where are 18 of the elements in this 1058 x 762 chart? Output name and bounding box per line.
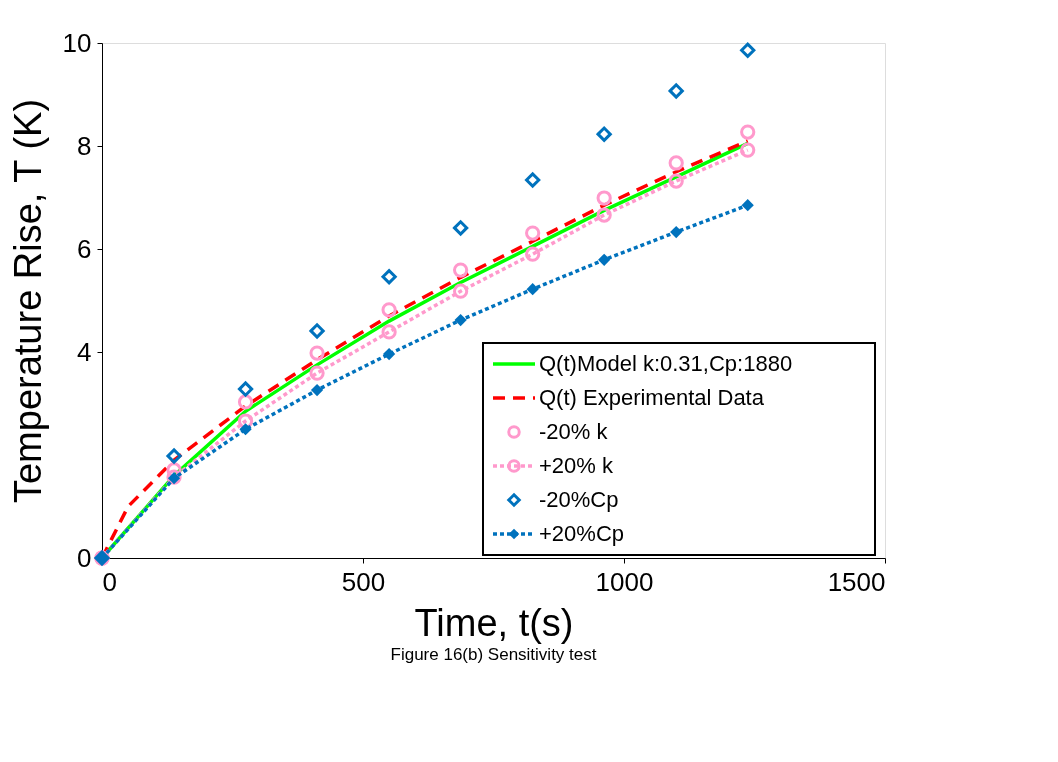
x-tick-label: 500: [341, 566, 386, 597]
y-axis-title: Temperature Rise, T (K): [6, 98, 49, 504]
caption: Figure 16(b) Sensitivity test: [390, 645, 597, 664]
legend-label: -20%Cp: [539, 487, 619, 512]
y-tick-label: 8: [77, 130, 92, 161]
y-tick-label: 0: [77, 542, 92, 573]
y-tick-label: 6: [77, 233, 92, 264]
y-tick-label: 10: [62, 27, 92, 58]
x-axis-title: Time, t(s): [414, 601, 574, 644]
legend-label: -20% k: [539, 419, 609, 444]
x-tick-label: 1500: [827, 566, 886, 597]
legend-label: +20%Cp: [539, 521, 625, 546]
x-tick-label: 1000: [595, 566, 654, 597]
y-tick-label: 4: [77, 336, 92, 367]
legend-label: +20% k: [539, 453, 614, 478]
legend-label: Q(t) Experimental Data: [539, 385, 765, 410]
x-tick-label: 0: [102, 566, 117, 597]
legend-label: Q(t)Model k:0.31,Cp:1880: [539, 351, 793, 376]
